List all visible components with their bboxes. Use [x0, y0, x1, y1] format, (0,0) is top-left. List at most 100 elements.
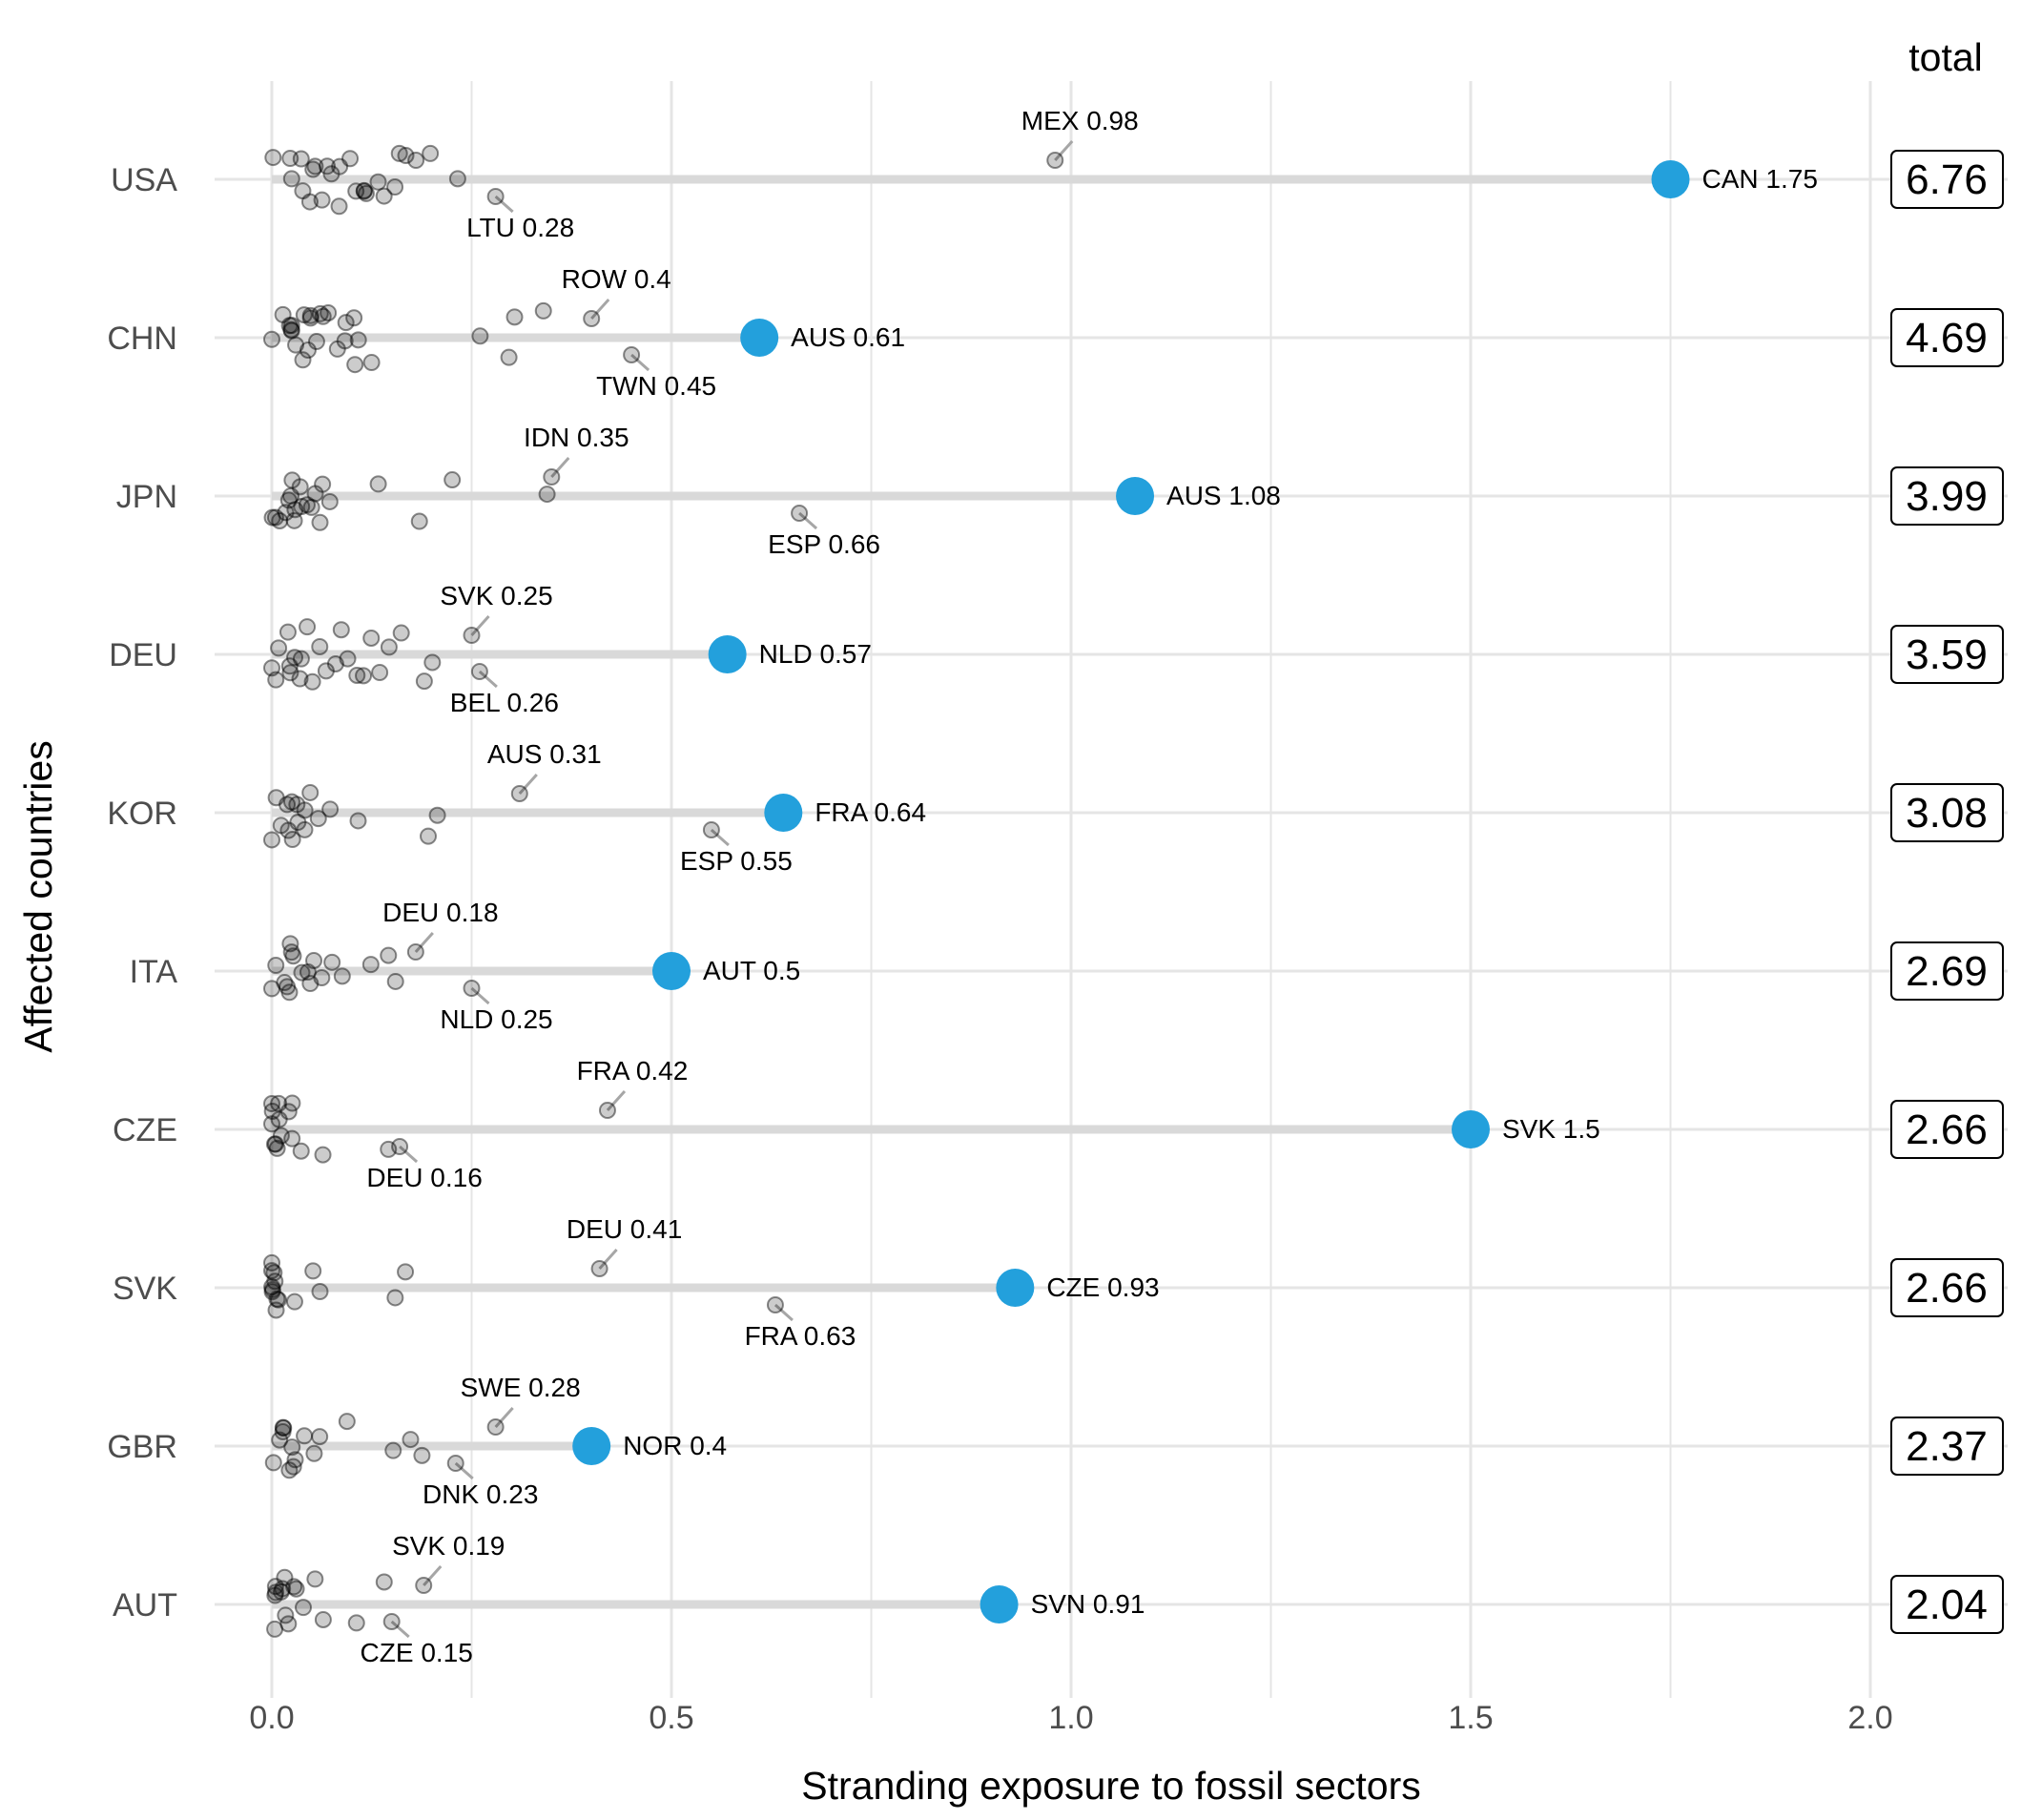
leader-line: [390, 1620, 410, 1639]
data-point: [274, 1422, 292, 1440]
total-box: [1890, 1100, 2004, 1159]
data-point: [361, 956, 380, 974]
data-point: [279, 821, 298, 839]
point-label: MEX 0.98: [1021, 106, 1139, 135]
data-point: [283, 1438, 301, 1457]
y-tick-label: AUT: [113, 1587, 177, 1624]
data-point: [311, 1283, 329, 1301]
data-point: [304, 1262, 322, 1280]
labeled-point: [543, 468, 561, 486]
data-point: [348, 666, 366, 684]
data-point: [263, 831, 280, 849]
y-tick-label: USA: [111, 162, 177, 198]
labeled-point: [623, 346, 641, 363]
labeled-point: [583, 310, 601, 327]
data-point: [298, 496, 316, 514]
data-point: [471, 327, 489, 345]
point-label: SVK 0.25: [440, 581, 552, 610]
data-point: [275, 1419, 293, 1437]
data-point: [386, 178, 404, 196]
data-point: [279, 1103, 298, 1121]
x-axis-title: Stranding exposure to fossil sectors: [801, 1764, 1421, 1808]
y-tick-label: DEU: [109, 637, 177, 673]
plot-rows: MEX 0.98 LTU 0.28 CAN 1.75 TWN 0.45 ROW 0.4 A…: [215, 106, 2008, 1667]
data-point: [307, 333, 325, 351]
data-point: [448, 170, 466, 188]
data-point: [263, 1262, 280, 1280]
data-point: [303, 672, 321, 691]
data-point: [269, 1291, 287, 1309]
leader-line: [423, 1564, 443, 1587]
data-point: [270, 639, 288, 657]
data-point: [301, 306, 320, 324]
row-gbr: DNK 0.23 SWE 0.28 NOR 0.4: [215, 1373, 2008, 1509]
data-point: [402, 1431, 420, 1449]
data-point: [294, 351, 312, 369]
data-point: [332, 621, 350, 639]
max-point-label: AUS 1.08: [1166, 481, 1281, 510]
data-point: [301, 783, 320, 801]
total-value: 2.69: [1906, 948, 1988, 995]
data-point: [314, 1610, 332, 1628]
data-point: [283, 831, 301, 849]
data-point: [285, 511, 303, 529]
labeled-point: [446, 1455, 464, 1472]
leader-line: [606, 1089, 627, 1112]
data-point: [267, 1583, 285, 1602]
gridlines: [270, 81, 1872, 1698]
data-point: [282, 943, 300, 962]
data-point: [292, 150, 310, 168]
total-box: [1890, 1575, 2004, 1634]
x-tick-label: 0.5: [649, 1700, 693, 1736]
data-point: [266, 1135, 284, 1153]
data-point: [422, 144, 440, 162]
data-point: [263, 1253, 280, 1272]
data-point: [263, 1095, 280, 1113]
total-value: 2.66: [1906, 1265, 1988, 1312]
data-point: [384, 1441, 402, 1459]
data-point: [263, 659, 280, 677]
data-point: [299, 341, 317, 360]
data-point: [346, 356, 364, 374]
data-point: [263, 330, 280, 348]
data-point: [349, 331, 367, 349]
data-point: [311, 1428, 329, 1446]
data-point: [292, 650, 310, 668]
data-point: [306, 1570, 324, 1588]
data-point: [314, 1146, 332, 1164]
data-point: [287, 336, 305, 354]
data-point: [534, 301, 552, 320]
total-box: [1890, 625, 2004, 684]
point-label: DEU 0.41: [567, 1214, 682, 1244]
point-label: NLD 0.25: [440, 1004, 552, 1034]
data-point: [311, 304, 329, 322]
data-point: [392, 624, 410, 642]
data-point: [266, 1272, 284, 1291]
row-ita: NLD 0.25 DEU 0.18 AUT 0.5: [215, 898, 2008, 1034]
data-point: [355, 182, 373, 200]
max-point-label: NOR 0.4: [623, 1431, 727, 1460]
data-point: [299, 618, 317, 636]
labeled-point: [406, 943, 424, 961]
data-point: [300, 193, 319, 211]
data-point: [274, 1580, 292, 1598]
labeled-point: [791, 505, 809, 522]
data-point: [282, 317, 300, 335]
y-tick-label: JPN: [116, 479, 177, 515]
data-point: [268, 1290, 286, 1308]
data-point: [263, 1278, 281, 1296]
data-point: [266, 508, 284, 527]
leader-line: [518, 773, 538, 796]
data-point: [357, 184, 375, 202]
data-point: [305, 1444, 323, 1462]
data-point: [286, 501, 304, 519]
max-point: [1651, 160, 1690, 198]
row-aut: SVK 0.19 CZE 0.15 SVN 0.91: [215, 1531, 2008, 1667]
labeled-point: [470, 663, 488, 680]
data-point: [285, 1578, 303, 1596]
point-label: BEL 0.26: [450, 688, 559, 717]
max-point-label: FRA 0.64: [815, 797, 926, 827]
total-box: [1890, 466, 2004, 526]
data-point: [266, 1620, 284, 1638]
data-point: [293, 498, 311, 516]
